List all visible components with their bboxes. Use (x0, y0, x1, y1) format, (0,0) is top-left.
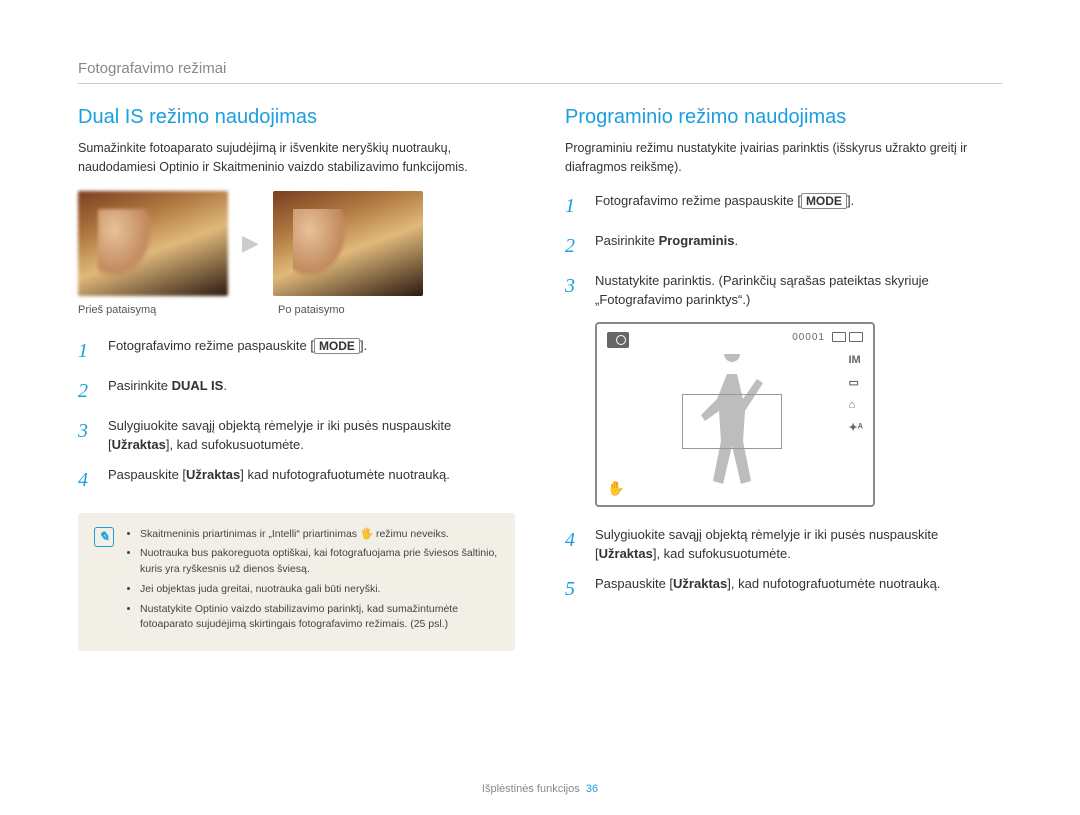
battery-icon (832, 332, 863, 342)
step-number: 5 (565, 574, 583, 604)
left-title: Dual IS režimo naudojimas (78, 106, 515, 129)
step-number: 2 (78, 376, 96, 406)
step-text: Pasirinkite DUAL IS. (108, 376, 227, 406)
before-caption: Prieš pataisymą (78, 304, 228, 316)
step-text: Paspauskite [Užraktas] kad nufotografuot… (108, 465, 450, 495)
note-icon: ✎ (94, 527, 114, 547)
right-column: Programinio režimo naudojimas Programini… (565, 106, 1002, 651)
left-steps: 1 Fotografavimo režime paspauskite [MODE]… (78, 336, 515, 495)
right-steps-b: 4 Sulygiuokite savąjį objektą rėmelyje ir… (565, 525, 1002, 604)
shot-counter: 00001 (792, 332, 825, 343)
step-text: Nustatykite parinktis. (Parinkčių sąraša… (595, 271, 1002, 310)
step-text: Fotografavimo režime paspauskite [MODE]. (595, 191, 854, 221)
note-box: ✎ Skaitmeninis priartinimas ir „Intelli“… (78, 513, 515, 652)
step-text: Pasirinkite Programinis. (595, 231, 738, 261)
mode-icon (607, 332, 629, 348)
section-header: Fotografavimo režimai (78, 60, 1002, 84)
step-number: 3 (565, 271, 583, 310)
step-text: Sulygiuokite savąjį objektą rėmelyje ir … (595, 525, 1002, 564)
step-text: Paspauskite [Užraktas], kad nufotografuo… (595, 574, 940, 604)
after-image (273, 191, 423, 296)
note-item: Nustatykite Optinio vaizdo stabilizavimo… (140, 602, 499, 634)
note-item: Jei objektas juda greitai, nuotrauka gal… (140, 582, 499, 598)
stabilizer-icon: ✋ (607, 480, 624, 497)
note-item: Skaitmeninis priartinimas ir „Intelli“ p… (140, 527, 499, 543)
step-number: 1 (565, 191, 583, 221)
right-steps-a: 1 Fotografavimo režime paspauskite [MODE]… (565, 191, 1002, 310)
arrow-icon: ▶ (242, 230, 259, 256)
step-text: Fotografavimo režime paspauskite [MODE]. (108, 336, 367, 366)
step-text: Sulygiuokite savąjį objektą rėmelyje ir … (108, 416, 515, 455)
page-footer: Išplėstinės funkcijos 36 (0, 783, 1080, 795)
step-number: 2 (565, 231, 583, 261)
step-number: 4 (78, 465, 96, 495)
camera-screen-illustration: 00001 IM ▭ ⌂ ✦ᴬ ✋ (595, 322, 875, 507)
step-number: 3 (78, 416, 96, 455)
step-number: 4 (565, 525, 583, 564)
left-intro: Sumažinkite fotoaparato sujudėjimą ir iš… (78, 139, 515, 177)
screen-side-icons: IM ▭ ⌂ ✦ᴬ (848, 354, 863, 434)
before-image (78, 191, 228, 296)
before-after-images: ▶ (78, 191, 515, 296)
right-title: Programinio režimo naudojimas (565, 106, 1002, 129)
left-column: Dual IS režimo naudojimas Sumažinkite fo… (78, 106, 515, 651)
right-intro: Programiniu režimu nustatykite įvairias … (565, 139, 1002, 177)
after-caption: Po pataisymo (278, 304, 428, 316)
focus-frame (682, 394, 782, 449)
note-item: Nuotrauka bus pakoreguota optiškai, kai … (140, 546, 499, 578)
step-number: 1 (78, 336, 96, 366)
